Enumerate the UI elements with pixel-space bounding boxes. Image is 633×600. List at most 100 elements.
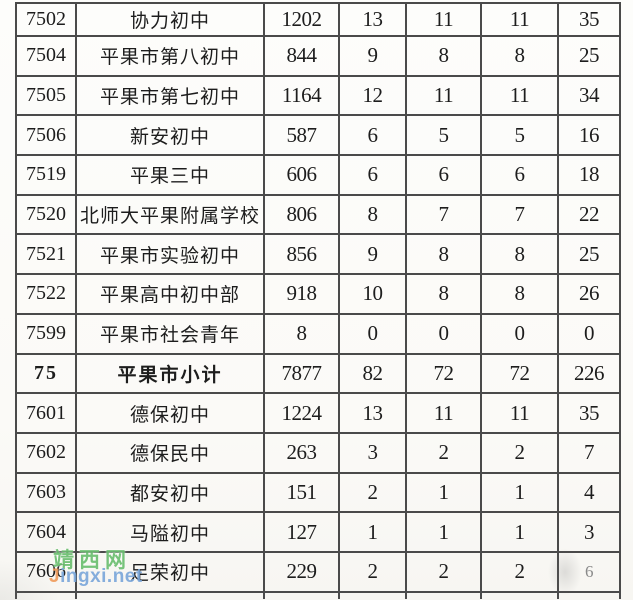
table-cell: 7502 [17, 4, 77, 37]
table-row: 7505 平果市第七初中 1164 12 11 11 34 [17, 76, 621, 117]
table-cell: 7 [559, 433, 621, 474]
table-cell: 8 [482, 275, 559, 315]
table-cell: 8 [407, 37, 482, 77]
table-cell: 25 [559, 37, 621, 77]
table-cell: 2 [340, 552, 407, 593]
table-cell: 229 [265, 552, 340, 593]
table-row: 7606足荣初中2292226 [17, 552, 621, 593]
table-cell: 2 [482, 552, 559, 593]
table-cell: 25 [559, 235, 621, 276]
table-cell: 11 [482, 4, 559, 37]
table-cell [559, 592, 621, 599]
table-cell: 12 [340, 76, 407, 117]
table-cell: 7 [407, 195, 482, 236]
table-cell: 8 [340, 195, 407, 236]
table-cell: 606 [265, 156, 340, 196]
table-cell: 平果市第八初中 [77, 37, 265, 77]
table-cell: 0 [559, 314, 621, 355]
table-cell: 7519 [17, 156, 77, 196]
table-cell: 7504 [17, 37, 77, 77]
table-cell: 6 [482, 156, 559, 196]
table-cell: 平果市实验初中 [77, 235, 265, 276]
table-row: 7521 平果市实验初中 856 9 8 8 25 [17, 235, 621, 276]
table-cell: 7 [482, 195, 559, 236]
table-cell: 马隘初中 [77, 513, 265, 553]
table-cell: 5 [482, 116, 559, 157]
table-cell [265, 592, 340, 599]
table-cell: 1 [407, 473, 482, 514]
table-cell: 0 [340, 314, 407, 355]
table-row: 7603 都安初中 151 2 1 1 4 [17, 473, 621, 514]
table-cell: 平果三中 [77, 156, 265, 196]
table-row: 7519 平果三中 606 6 6 6 18 [17, 156, 621, 196]
table-row-partial [17, 592, 621, 599]
table-cell: 9 [340, 37, 407, 77]
table-cell: 8 [407, 275, 482, 315]
table-cell: 4 [559, 473, 621, 514]
table-cell: 127 [265, 513, 340, 553]
table-cell: 16 [559, 116, 621, 157]
table-cell: 2 [407, 433, 482, 474]
table-cell: 0 [482, 314, 559, 355]
table-cell: 8 [482, 37, 559, 77]
table-cell: 7505 [17, 76, 77, 117]
table-cell: 7601 [17, 394, 77, 434]
table-cell: 0 [407, 314, 482, 355]
table-cell: 7599 [17, 314, 77, 355]
table-cell: 7506 [17, 116, 77, 157]
table-cell [407, 592, 482, 599]
scan-smudge [548, 548, 582, 596]
table-cell: 11 [407, 76, 482, 117]
table-row: 7504 平果市第八初中 844 9 8 8 25 [17, 37, 621, 77]
table-cell: 2 [340, 473, 407, 514]
table-row: 7604 马隘初中 127 1 1 1 3 [17, 513, 621, 553]
table-cell: 13 [340, 394, 407, 434]
table-cell: 918 [265, 275, 340, 315]
table-cell: 平果市第七初中 [77, 76, 265, 117]
table-cell: 587 [265, 116, 340, 157]
table-cell: 8 [265, 314, 340, 355]
table-cell: 6 [340, 156, 407, 196]
table-cell: 35 [559, 4, 621, 37]
table-cell: 34 [559, 76, 621, 117]
table-cell: 5 [407, 116, 482, 157]
table-cell: 7520 [17, 195, 77, 236]
table-cell: 1202 [265, 4, 340, 37]
table-cell: 82 [340, 354, 407, 395]
table-cell: 3 [340, 433, 407, 474]
table-cell: 806 [265, 195, 340, 236]
exam-results-table: 7502 协力初中 1202 13 11 11 35 7504 平果市第八初中 844 9 8 8 25 7… [15, 2, 621, 599]
scan-smudge [0, 560, 60, 600]
table-cell: 18 [559, 156, 621, 196]
table-cell: 8 [482, 235, 559, 276]
table-row: 7599 平果市社会青年 8 0 0 0 0 [17, 314, 621, 355]
table-cell: 北师大平果附属学校 [77, 195, 265, 236]
table-cell: 1 [482, 513, 559, 553]
table-cell: 13 [340, 4, 407, 37]
table-cell: 8 [407, 235, 482, 276]
table-cell: 足荣初中 [77, 552, 265, 593]
table-cell: 2 [407, 552, 482, 593]
table-cell: 26 [559, 275, 621, 315]
table-cell: 平果高中初中部 [77, 275, 265, 315]
table-cell: 11 [407, 394, 482, 434]
table-cell: 7877 [265, 354, 340, 395]
table-cell: 151 [265, 473, 340, 514]
table-cell: 1 [482, 473, 559, 514]
table-row: 7522 平果高中初中部 918 10 8 8 26 [17, 275, 621, 315]
table-cell: 10 [340, 275, 407, 315]
table-cell: 3 [559, 513, 621, 553]
table-cell: 226 [559, 354, 621, 395]
table-cell: 7604 [17, 513, 77, 553]
table-cell: 7522 [17, 275, 77, 315]
table-cell: 7602 [17, 433, 77, 474]
table-row: 7506 新安初中 587 6 5 5 16 [17, 116, 621, 157]
table-cell: 72 [407, 354, 482, 395]
table-cell: 75 [17, 354, 77, 395]
table-cell: 7606 [17, 552, 77, 593]
table-cell: 平果市小计 [77, 354, 265, 395]
table-cell: 新安初中 [77, 116, 265, 157]
table-cell: 1 [340, 513, 407, 553]
table-row: 7601 德保初中 1224 13 11 11 35 [17, 394, 621, 434]
